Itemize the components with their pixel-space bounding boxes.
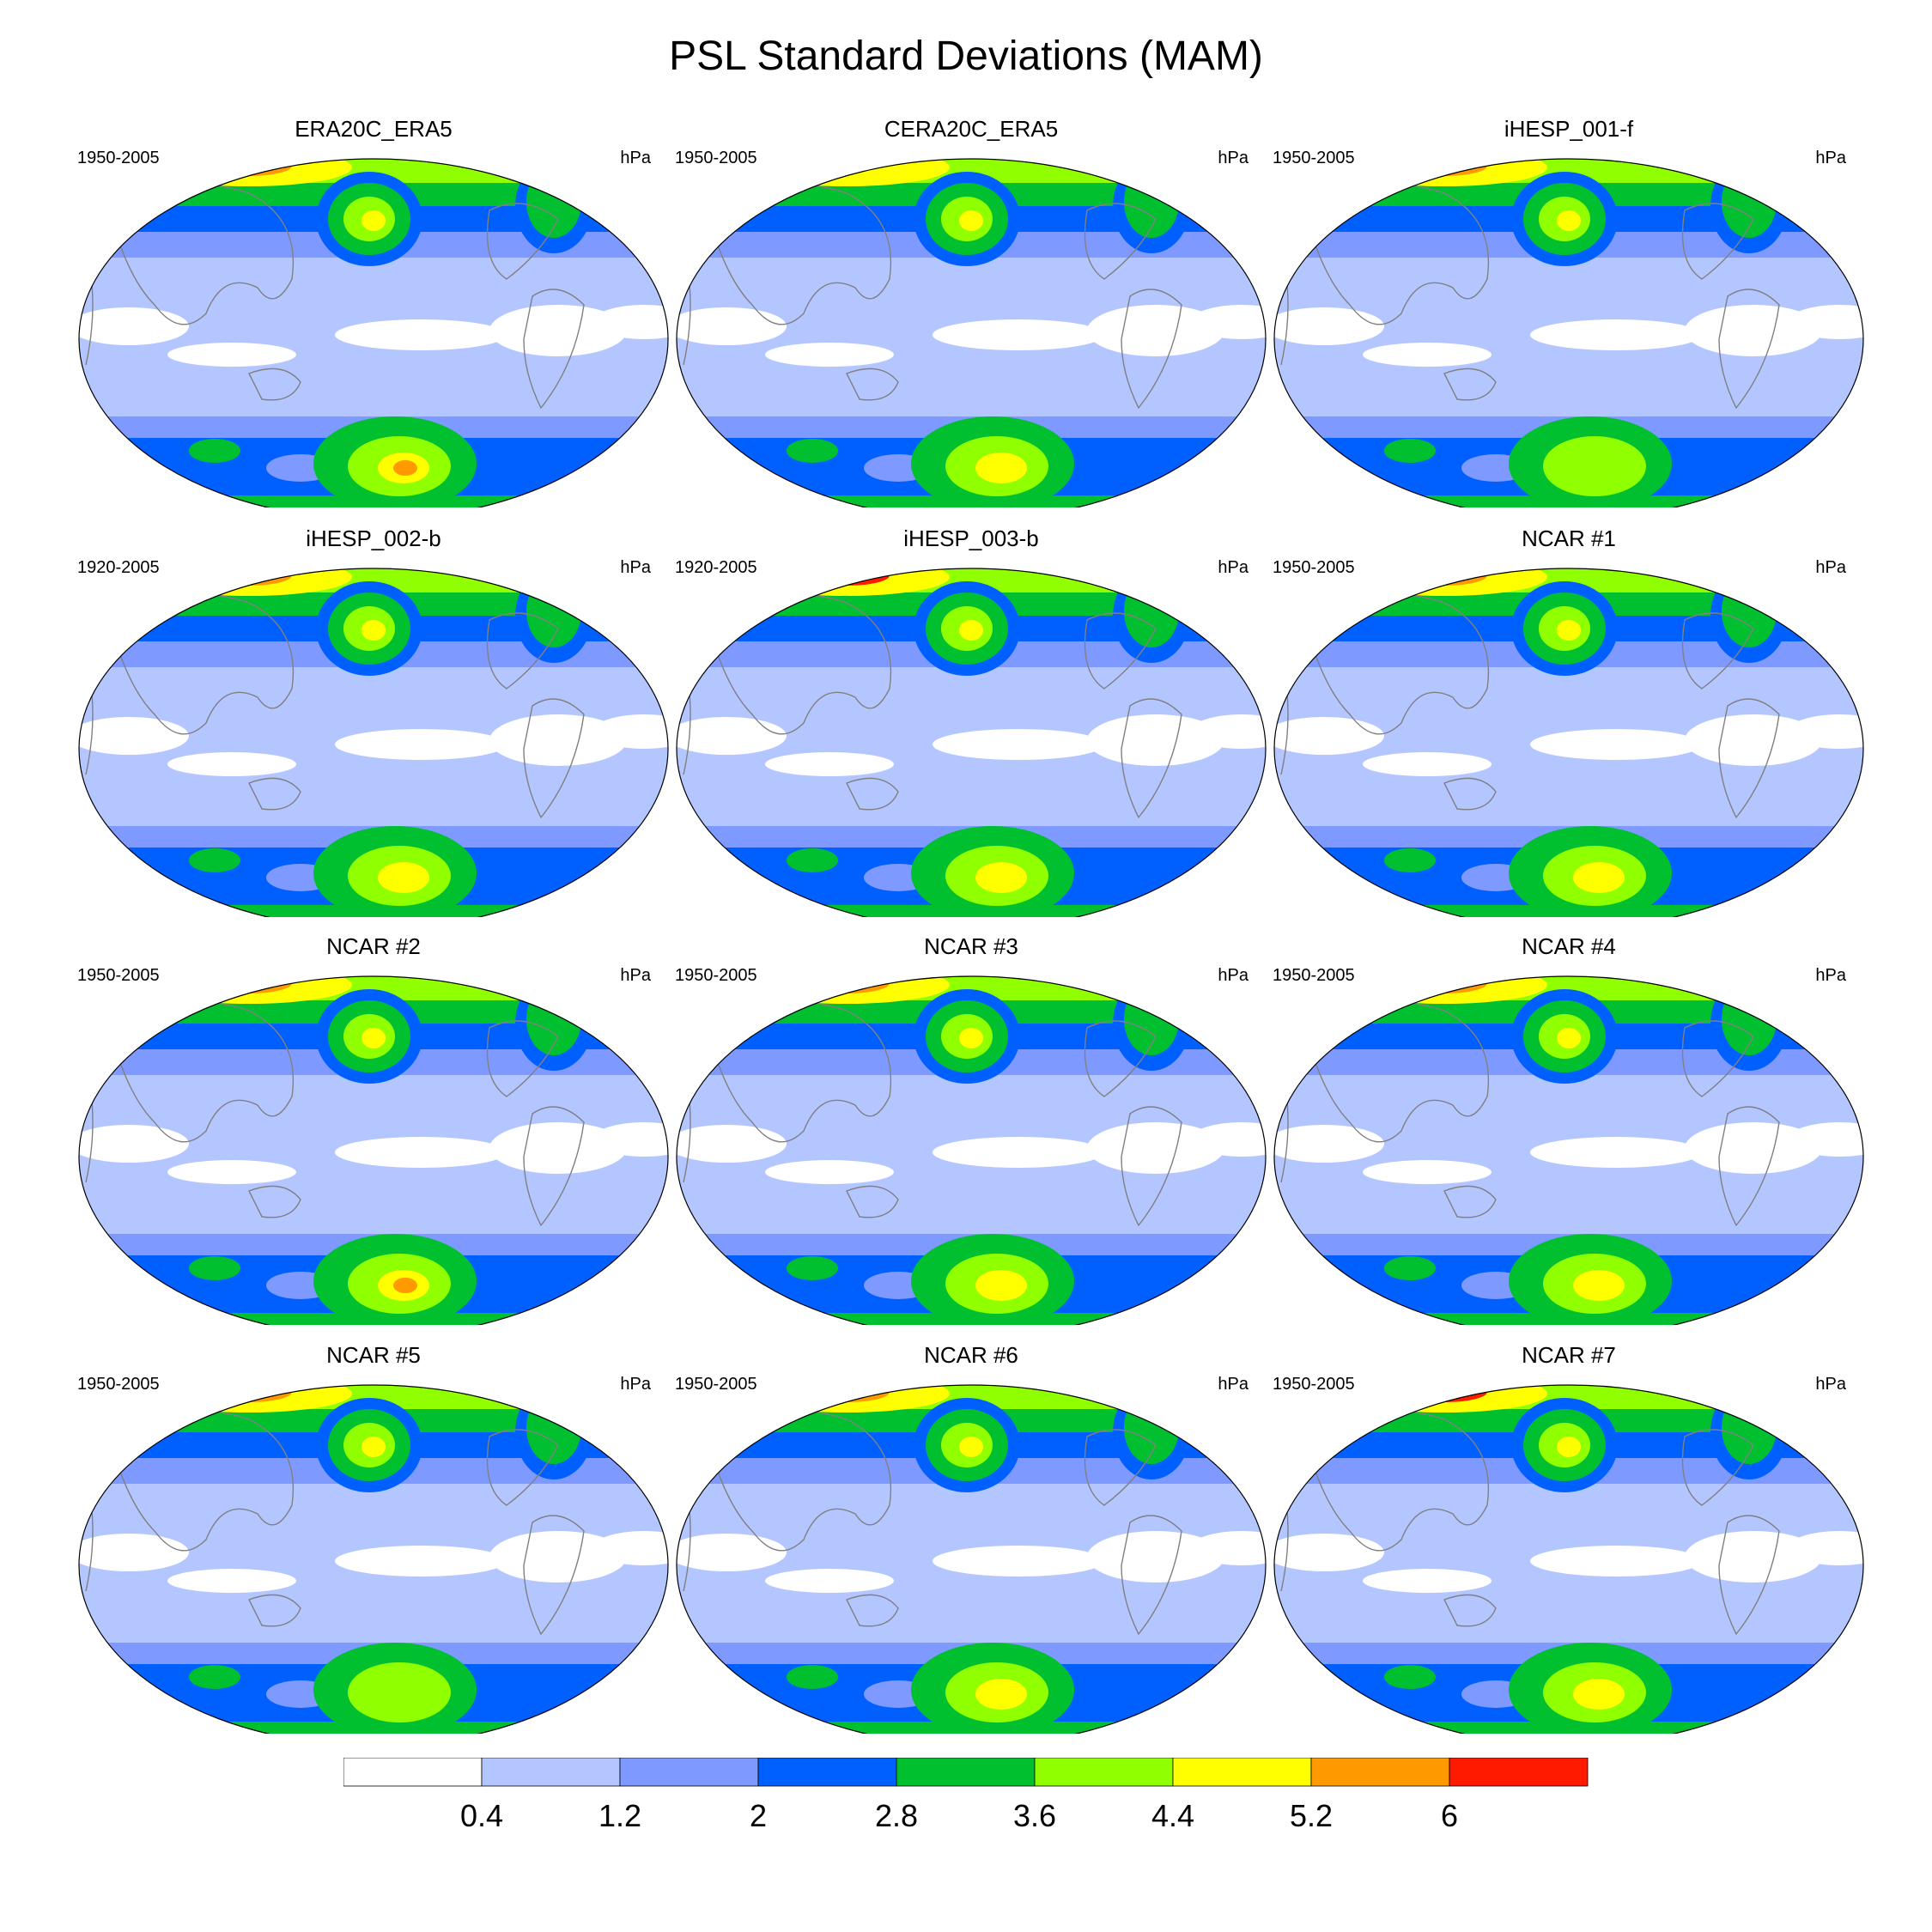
psl-std-map (1273, 975, 1864, 1325)
psl-std-map (676, 568, 1267, 917)
panel-unit: hPa (1815, 1375, 1846, 1394)
panel-period: 1920-2005 (77, 558, 160, 577)
panel-unit: hPa (1218, 966, 1249, 985)
panel-period: 1950-2005 (77, 1375, 160, 1394)
figure-title: PSL Standard Deviations (MAM) (669, 33, 1263, 79)
panel-unit: hPa (1218, 558, 1249, 577)
colorbar-swatch (1034, 1758, 1174, 1787)
panel-title: iHESP_001-f (1504, 116, 1634, 142)
psl-std-map (676, 975, 1267, 1325)
panel-period: 1950-2005 (1273, 558, 1355, 577)
panel-title: ERA20C_ERA5 (295, 116, 453, 142)
panel-title: NCAR #7 (1522, 1342, 1616, 1368)
psl-std-map (676, 1384, 1267, 1734)
colorbar-label: 2.8 (875, 1798, 918, 1833)
panel-period: 1920-2005 (675, 558, 757, 577)
colorbar-swatch (619, 1758, 759, 1787)
psl-std-map (1273, 568, 1864, 917)
panel-title: iHESP_002-b (306, 526, 441, 551)
colorbar-label: 2 (750, 1798, 767, 1833)
psl-std-map (1273, 158, 1864, 507)
colorbar-label: 0.4 (460, 1798, 503, 1833)
colorbar-swatch (343, 1758, 483, 1787)
psl-std-map (78, 158, 669, 507)
panel-title: iHESP_003-b (903, 526, 1039, 551)
panel-title: NCAR #1 (1522, 526, 1616, 551)
psl-std-map (1273, 1384, 1864, 1734)
colorbar-label: 3.6 (1013, 1798, 1056, 1833)
panel-unit: hPa (620, 1375, 651, 1394)
panel-unit: hPa (1815, 149, 1846, 167)
colorbar-label: 5.2 (1290, 1798, 1333, 1833)
panel-period: 1950-2005 (1273, 1375, 1355, 1394)
panel-period: 1950-2005 (77, 149, 160, 167)
map-panel: NCAR #2 1950-2005 hPa (77, 933, 670, 1325)
panel-period: 1950-2005 (1273, 966, 1355, 985)
psl-std-map (78, 975, 669, 1325)
psl-std-map (676, 158, 1267, 507)
colorbar-swatch (1172, 1758, 1312, 1787)
colorbar-label: 1.2 (598, 1798, 641, 1833)
map-panel: NCAR #5 1950-2005 hPa (77, 1342, 670, 1734)
panel-title: NCAR #3 (924, 933, 1018, 959)
map-panel: NCAR #1 1950-2005 hPa (1273, 526, 1865, 917)
map-panel: ERA20C_ERA5 1950-2005 hPa (77, 116, 670, 507)
panel-period: 1950-2005 (675, 1375, 757, 1394)
panel-unit: hPa (620, 149, 651, 167)
psl-std-map (78, 1384, 669, 1734)
panel-title: NCAR #4 (1522, 933, 1616, 959)
panel-title: NCAR #6 (924, 1342, 1018, 1368)
map-panel: NCAR #7 1950-2005 hPa (1273, 1342, 1865, 1734)
map-panel: NCAR #6 1950-2005 hPa (675, 1342, 1267, 1734)
colorbar-label: 6 (1441, 1798, 1458, 1833)
psl-std-map (78, 568, 669, 917)
map-panel: iHESP_002-b 1920-2005 hPa (77, 526, 670, 917)
panel-title: NCAR #2 (326, 933, 421, 959)
map-panel: CERA20C_ERA5 1950-2005 hPa (675, 116, 1267, 507)
panel-unit: hPa (1815, 966, 1846, 985)
map-panel: iHESP_003-b 1920-2005 hPa (675, 526, 1267, 917)
map-panel: iHESP_001-f 1950-2005 hPa (1273, 116, 1865, 507)
panel-title: NCAR #5 (326, 1342, 421, 1368)
colorbar-swatch (481, 1758, 621, 1787)
colorbar: 0.4 1.2 2 2.8 3.6 4.4 5.2 6 (343, 1758, 1589, 1833)
colorbar-swatch (1449, 1758, 1589, 1787)
map-panel: NCAR #4 1950-2005 hPa (1273, 933, 1865, 1325)
panel-period: 1950-2005 (1273, 149, 1355, 167)
colorbar-swatch (896, 1758, 1036, 1787)
panel-unit: hPa (1218, 149, 1249, 167)
panel-period: 1950-2005 (77, 966, 160, 985)
panel-period: 1950-2005 (675, 966, 757, 985)
panel-unit: hPa (1218, 1375, 1249, 1394)
panel-unit: hPa (1815, 558, 1846, 577)
panel-unit: hPa (620, 558, 651, 577)
colorbar-label: 4.4 (1151, 1798, 1194, 1833)
panel-unit: hPa (620, 966, 651, 985)
map-panel: NCAR #3 1950-2005 hPa (675, 933, 1267, 1325)
panel-title: CERA20C_ERA5 (884, 116, 1059, 142)
colorbar-swatch (1310, 1758, 1450, 1787)
colorbar-swatch (757, 1758, 897, 1787)
panel-period: 1950-2005 (675, 149, 757, 167)
